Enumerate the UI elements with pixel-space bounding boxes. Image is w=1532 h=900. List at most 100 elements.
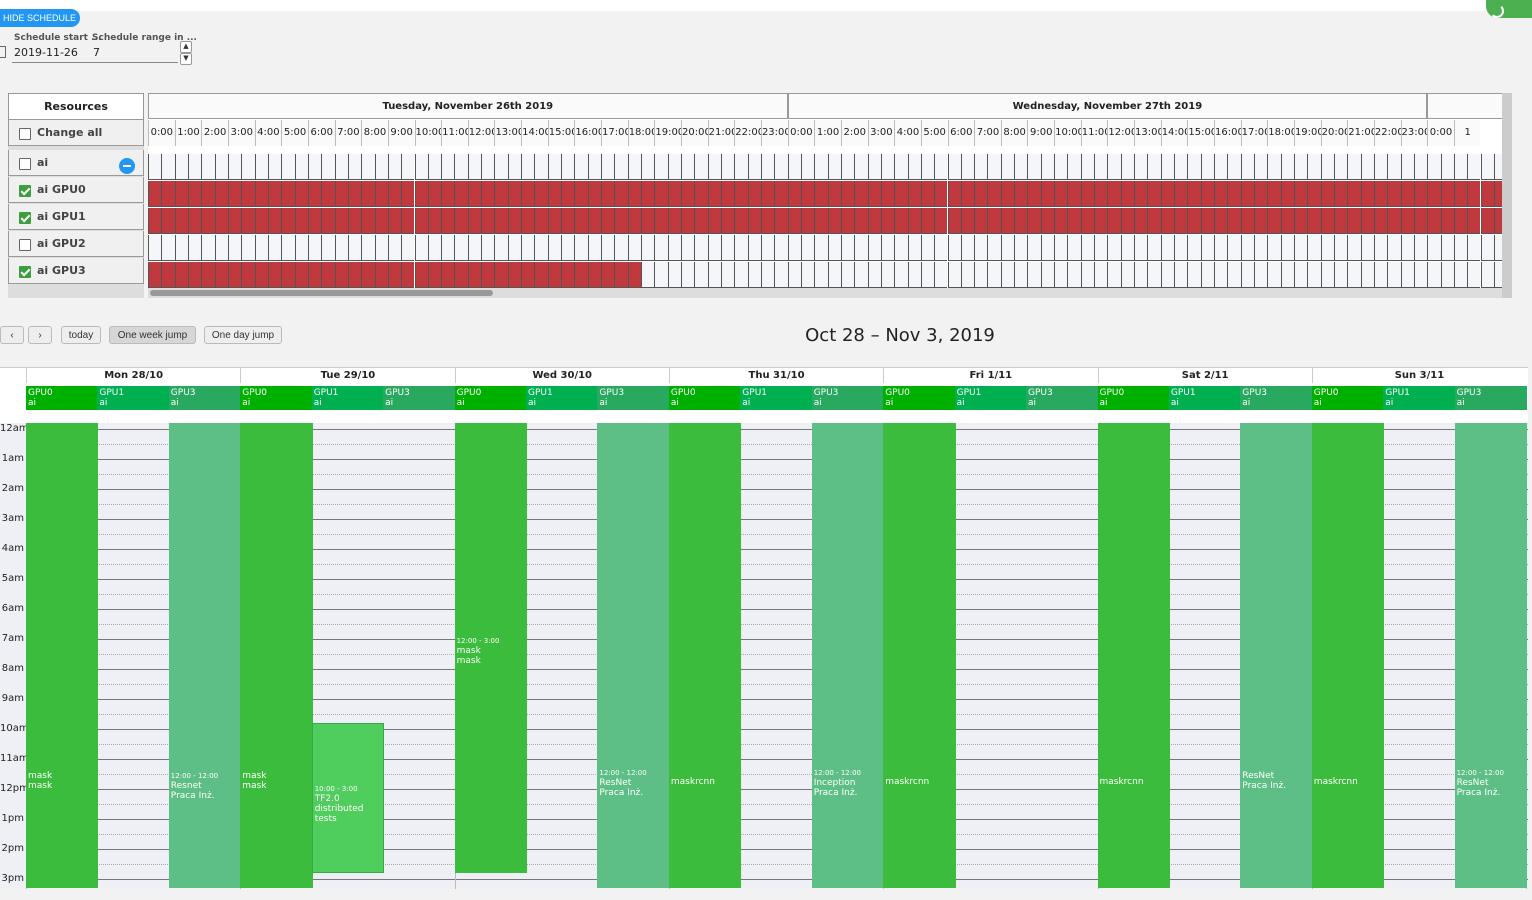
timeline-busy-slot[interactable]	[1080, 208, 1095, 234]
timeline-busy-slot[interactable]	[574, 208, 588, 234]
timeline-free-slot[interactable]	[1480, 262, 1494, 288]
timeline-busy-slot[interactable]	[1467, 181, 1481, 207]
timeline-free-slot[interactable]	[1227, 154, 1241, 180]
timeline-free-slot[interactable]	[774, 154, 788, 180]
timeline-busy-slot[interactable]	[321, 181, 335, 207]
timeline-free-slot[interactable]	[1027, 235, 1041, 261]
timeline-free-slot[interactable]	[1400, 262, 1414, 288]
timeline-free-slot[interactable]	[814, 235, 828, 261]
timeline-free-slot[interactable]	[214, 235, 228, 261]
timeline-free-slot[interactable]	[1214, 154, 1228, 180]
timeline-free-slot[interactable]	[1054, 235, 1068, 261]
timeline-busy-slot[interactable]	[1307, 181, 1321, 207]
timeline-free-slot[interactable]	[374, 235, 388, 261]
timeline-free-slot[interactable]	[654, 154, 668, 180]
timeline-busy-slot[interactable]	[174, 181, 188, 207]
timeline-free-slot[interactable]	[494, 154, 508, 180]
calendar-event[interactable]: mask mask	[26, 423, 99, 888]
timeline-free-slot[interactable]	[1014, 262, 1028, 288]
timeline-busy-slot[interactable]	[1347, 181, 1361, 207]
timeline-free-slot[interactable]	[1187, 154, 1201, 180]
timeline-busy-slot[interactable]	[987, 208, 1001, 234]
resource-chip[interactable]: GPU1 ai	[740, 386, 812, 410]
timeline-busy-slot[interactable]	[1427, 208, 1441, 234]
timeline-busy-slot[interactable]	[174, 208, 188, 234]
timeline-free-slot[interactable]	[481, 154, 495, 180]
timeline-busy-slot[interactable]	[734, 181, 748, 207]
timeline-free-slot[interactable]	[747, 154, 761, 180]
timeline-free-slot[interactable]	[854, 154, 868, 180]
timeline-free-slot[interactable]	[201, 235, 215, 261]
resource-chip[interactable]: GPU3 ai	[597, 386, 670, 410]
timeline-busy-slot[interactable]	[800, 208, 815, 234]
timeline-free-slot[interactable]	[1054, 154, 1068, 180]
calendar-event[interactable]: maskrcnn	[1097, 423, 1170, 888]
timeline-free-slot[interactable]	[1160, 235, 1174, 261]
timeline-busy-slot[interactable]	[1067, 181, 1081, 207]
timeline-free-slot[interactable]	[854, 262, 868, 288]
timeline-free-slot[interactable]	[641, 235, 655, 261]
timeline-busy-slot[interactable]	[681, 208, 695, 234]
timeline-free-slot[interactable]	[1240, 262, 1254, 288]
timeline-free-slot[interactable]	[1373, 262, 1388, 288]
timeline-free-slot[interactable]	[374, 154, 388, 180]
timeline-busy-slot[interactable]	[1427, 181, 1441, 207]
one-week-jump-button[interactable]: One week jump	[109, 326, 196, 344]
timeline-free-slot[interactable]	[641, 262, 655, 288]
timeline-busy-slot[interactable]	[294, 262, 308, 288]
timeline-free-slot[interactable]	[720, 154, 735, 180]
timeline-free-slot[interactable]	[547, 154, 562, 180]
timeline-busy-slot[interactable]	[814, 181, 828, 207]
resource-chip[interactable]: GPU3 ai	[383, 386, 456, 410]
timeline-busy-slot[interactable]	[627, 181, 641, 207]
timeline-busy-slot[interactable]	[1480, 208, 1494, 234]
range-increment-icon[interactable]: ▲	[180, 41, 192, 53]
timeline-free-slot[interactable]	[987, 262, 1001, 288]
timeline-free-slot[interactable]	[894, 262, 908, 288]
calendar-event[interactable]: 12:00 - 12:00 Resnet Praca Inż.	[168, 423, 242, 888]
timeline-busy-slot[interactable]	[1413, 181, 1428, 207]
timeline-busy-slot[interactable]	[654, 208, 668, 234]
timeline-free-slot[interactable]	[1320, 262, 1334, 288]
timeline-busy-slot[interactable]	[387, 262, 402, 288]
timeline-busy-slot[interactable]	[347, 262, 362, 288]
timeline-free-slot[interactable]	[1227, 235, 1241, 261]
timeline-free-slot[interactable]	[1107, 235, 1121, 261]
timeline-free-slot[interactable]	[1227, 262, 1241, 288]
timeline-free-slot[interactable]	[1187, 235, 1201, 261]
timeline-busy-slot[interactable]	[1493, 208, 1502, 234]
timeline-free-slot[interactable]	[1427, 154, 1441, 180]
timeline-busy-slot[interactable]	[334, 181, 348, 207]
timeline-free-slot[interactable]	[521, 235, 535, 261]
timeline-free-slot[interactable]	[241, 154, 255, 180]
timeline-free-slot[interactable]	[614, 235, 628, 261]
timeline-busy-slot[interactable]	[760, 208, 775, 234]
timeline-busy-slot[interactable]	[747, 181, 761, 207]
timeline-busy-slot[interactable]	[1253, 208, 1268, 234]
timeline-free-slot[interactable]	[827, 154, 841, 180]
timeline-free-slot[interactable]	[681, 154, 695, 180]
timeline-busy-slot[interactable]	[960, 181, 975, 207]
timeline-free-slot[interactable]	[1120, 235, 1135, 261]
timeline-busy-slot[interactable]	[787, 208, 801, 234]
timeline-free-slot[interactable]	[787, 262, 801, 288]
timeline-free-slot[interactable]	[1253, 262, 1268, 288]
timeline-busy-slot[interactable]	[387, 208, 402, 234]
timeline-free-slot[interactable]	[494, 235, 508, 261]
timeline-busy-slot[interactable]	[281, 181, 295, 207]
timeline-busy-slot[interactable]	[174, 262, 188, 288]
resource-row[interactable]: ai GPU0	[8, 177, 144, 203]
timeline-free-slot[interactable]	[614, 154, 628, 180]
timeline-busy-slot[interactable]	[880, 208, 895, 234]
timeline-busy-slot[interactable]	[1107, 208, 1121, 234]
timeline-free-slot[interactable]	[281, 154, 295, 180]
timeline-busy-slot[interactable]	[467, 208, 482, 234]
timeline-free-slot[interactable]	[161, 154, 175, 180]
prev-button[interactable]: ‹	[0, 326, 24, 344]
timeline-busy-slot[interactable]	[1387, 208, 1401, 234]
resource-chip[interactable]: GPU0 ai	[454, 386, 526, 410]
timeline-free-slot[interactable]	[1293, 262, 1308, 288]
timeline-free-slot[interactable]	[347, 235, 362, 261]
timeline-free-slot[interactable]	[214, 154, 228, 180]
timeline-free-slot[interactable]	[414, 235, 428, 261]
